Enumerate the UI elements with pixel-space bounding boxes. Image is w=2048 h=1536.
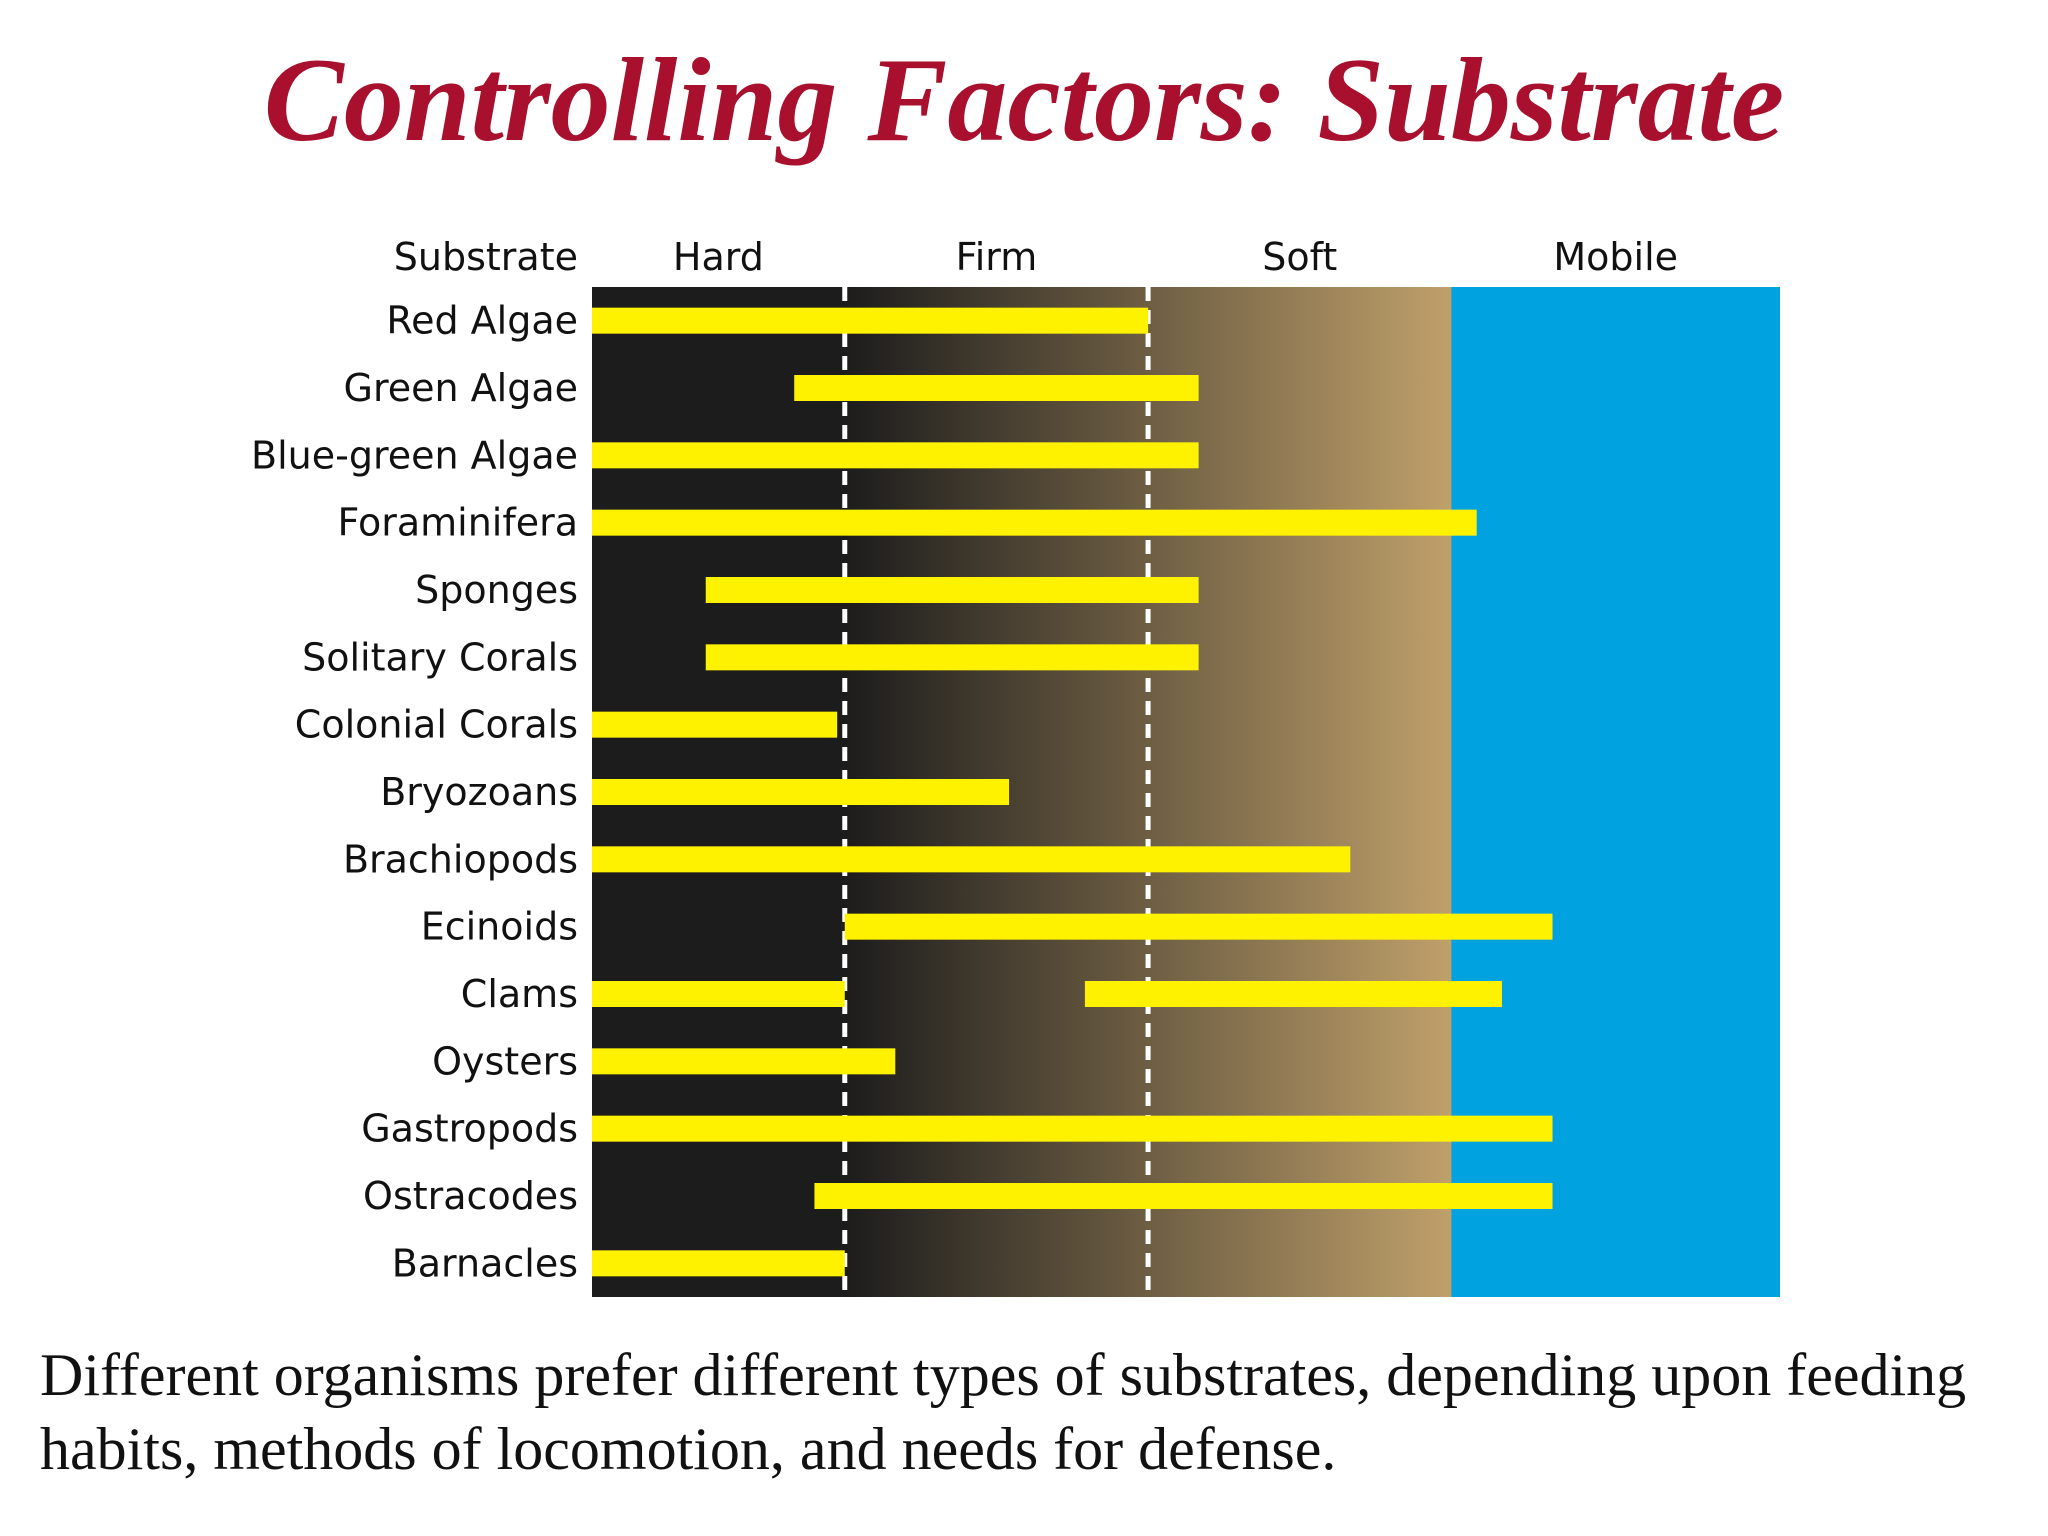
bar-colonial-corals bbox=[592, 711, 838, 738]
label-solitary-corals: Solitary Corals bbox=[302, 635, 578, 679]
bar-clams-1 bbox=[592, 981, 845, 1007]
header-hard: Hard bbox=[673, 235, 764, 279]
label-ostracodes: Ostracodes bbox=[363, 1174, 578, 1218]
bar-barnacles bbox=[592, 1250, 845, 1277]
bar-solitary-corals bbox=[705, 644, 1199, 671]
zone-headers: Substrate Hard Firm Soft Mobile bbox=[394, 235, 1678, 279]
header-soft: Soft bbox=[1262, 235, 1337, 279]
label-blue-green-algae: Blue-green Algae bbox=[251, 433, 578, 477]
label-sponges: Sponges bbox=[415, 568, 578, 612]
bar-brachiopods bbox=[592, 846, 1351, 873]
bar-bryozoans bbox=[592, 779, 1010, 805]
organism-labels: Red Algae Green Algae Blue-green Algae Fora… bbox=[251, 299, 578, 1286]
substrate-chart: Substrate Hard Firm Soft Mobile Red Algae Gre… bbox=[251, 235, 1780, 1297]
bar-ecinoids bbox=[844, 913, 1553, 940]
mobile-zone-band bbox=[1451, 287, 1780, 1297]
bar-oysters bbox=[592, 1048, 896, 1075]
bar-gastropods bbox=[592, 1115, 1553, 1142]
label-bryozoans: Bryozoans bbox=[380, 770, 578, 814]
header-substrate: Substrate bbox=[394, 235, 578, 279]
bar-sponges bbox=[705, 577, 1199, 603]
label-brachiopods: Brachiopods bbox=[343, 837, 578, 881]
bar-green-algae bbox=[794, 375, 1199, 401]
bar-red-algae bbox=[592, 307, 1149, 334]
header-firm: Firm bbox=[956, 235, 1038, 279]
label-foraminifera: Foraminifera bbox=[337, 501, 578, 545]
label-oysters: Oysters bbox=[432, 1039, 578, 1083]
label-green-algae: Green Algae bbox=[344, 366, 579, 410]
bar-foraminifera bbox=[592, 509, 1477, 536]
label-clams: Clams bbox=[461, 972, 578, 1016]
bar-ostracodes bbox=[814, 1183, 1553, 1209]
bar-clams-2 bbox=[1084, 981, 1502, 1007]
slide-caption: Different organisms prefer different typ… bbox=[40, 1342, 1967, 1482]
header-mobile: Mobile bbox=[1553, 235, 1678, 279]
label-gastropods: Gastropods bbox=[361, 1107, 578, 1151]
bar-blue-green-algae bbox=[592, 442, 1199, 469]
label-colonial-corals: Colonial Corals bbox=[295, 703, 578, 747]
label-ecinoids: Ecinoids bbox=[421, 905, 578, 949]
label-barnacles: Barnacles bbox=[392, 1241, 578, 1285]
slide-title: Controlling Factors: Substrate bbox=[263, 33, 1785, 166]
label-red-algae: Red Algae bbox=[386, 299, 578, 343]
organism-bars bbox=[592, 307, 1553, 1277]
